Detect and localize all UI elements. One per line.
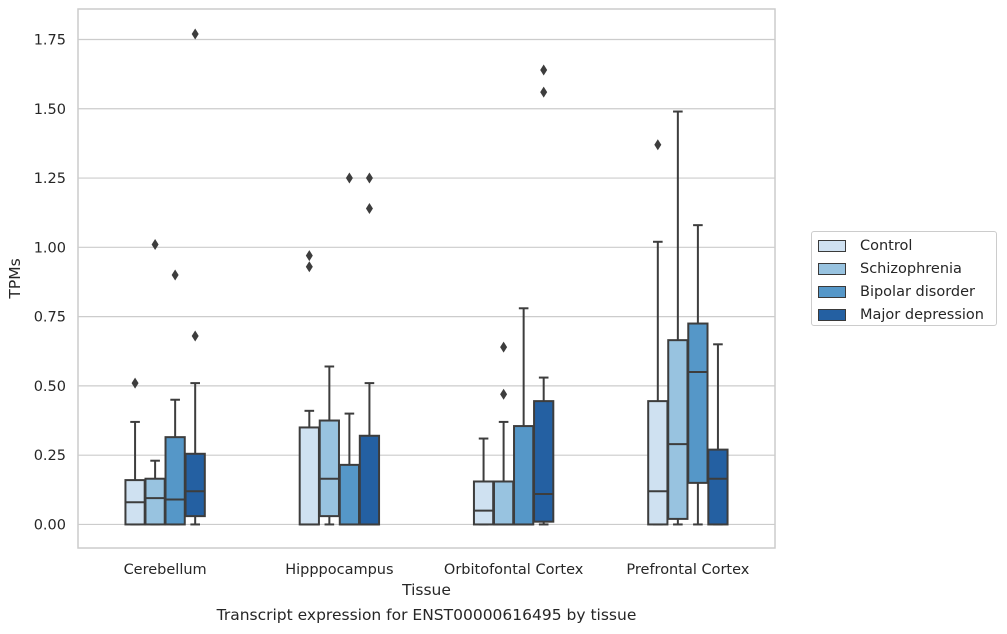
box-cerebellum-schizophrenia [144, 477, 166, 526]
outlier-hipppocampus-major-depression [365, 203, 373, 215]
legend-swatch-major-depression [818, 309, 846, 321]
legend-swatch-bipolar-disorder [818, 286, 846, 298]
x-tick-label-hipppocampus: Hipppocampus [285, 562, 393, 578]
legend-label-schizophrenia: Schizophrenia [860, 261, 962, 277]
outlier-cerebellum-major-depression [191, 330, 199, 342]
outlier-prefrontal-cortex-control [654, 139, 662, 151]
outlier-hipppocampus-bipolar-disorder [345, 172, 353, 184]
legend-label-bipolar-disorder: Bipolar disorder [860, 284, 975, 300]
outlier-cerebellum-schizophrenia [151, 239, 159, 251]
y-tick-label: 1.25 [34, 171, 66, 187]
outlier-orbitofontal-cortex-schizophrenia [500, 388, 508, 400]
outlier-cerebellum-major-depression [191, 28, 199, 40]
legend-swatch-schizophrenia [818, 263, 846, 275]
box-cerebellum-major-depression [184, 452, 206, 518]
legend-item-bipolar-disorder: Bipolar disorder [818, 282, 975, 302]
box-prefrontal-cortex-control [647, 400, 669, 526]
outlier-hipppocampus-control [305, 250, 313, 262]
chart-caption: Transcript expression for ENST0000061649… [216, 606, 637, 624]
outlier-orbitofontal-cortex-major-depression [540, 64, 548, 76]
y-tick-label: 1.50 [34, 102, 66, 118]
outlier-orbitofontal-cortex-schizophrenia [500, 341, 508, 353]
box-prefrontal-cortex-major-depression [707, 448, 729, 526]
legend-label-control: Control [860, 238, 913, 254]
box-orbitofontal-cortex-major-depression [533, 400, 555, 523]
box-orbitofontal-cortex-bipolar-disorder [513, 425, 535, 526]
legend: Control Schizophrenia Bipolar disorder M… [811, 231, 997, 326]
y-tick-label: 1.00 [34, 240, 66, 256]
legend-item-major-depression: Major depression [818, 305, 984, 325]
box-hipppocampus-major-depression [358, 434, 381, 526]
y-tick-label: 1.75 [34, 32, 66, 48]
x-tick-label-orbitofontal-cortex: Orbitofontal Cortex [444, 562, 584, 578]
y-tick-label: 0.75 [34, 310, 66, 326]
y-tick-label: 0.00 [34, 517, 66, 533]
x-tick-label-prefrontal-cortex: Prefrontal Cortex [626, 562, 749, 578]
outlier-hipppocampus-major-depression [365, 172, 373, 184]
box-hipppocampus-schizophrenia [318, 419, 340, 518]
box-orbitofontal-cortex-control [472, 480, 495, 526]
plot-frame [77, 8, 776, 549]
box-cerebellum-bipolar-disorder [164, 436, 186, 526]
x-axis-label: Tissue [401, 581, 451, 599]
box-prefrontal-cortex-bipolar-disorder [687, 322, 709, 484]
outlier-cerebellum-bipolar-disorder [171, 269, 179, 281]
legend-item-control: Control [818, 236, 912, 256]
outlier-cerebellum-control [131, 377, 139, 389]
box-orbitofontal-cortex-schizophrenia [492, 480, 515, 526]
y-axis-label: TPMs [6, 258, 24, 299]
box-prefrontal-cortex-schizophrenia [667, 339, 689, 520]
legend-label-major-depression: Major depression [860, 307, 984, 323]
y-tick-label: 0.50 [34, 379, 66, 395]
legend-item-schizophrenia: Schizophrenia [818, 259, 962, 279]
legend-swatch-control [818, 240, 846, 252]
y-tick-label: 0.25 [34, 448, 66, 464]
x-tick-label-cerebellum: Cerebellum [124, 562, 207, 578]
outlier-orbitofontal-cortex-major-depression [540, 86, 548, 98]
box-hipppocampus-bipolar-disorder [338, 463, 361, 526]
box-hipppocampus-control [298, 426, 320, 526]
outlier-hipppocampus-control [305, 261, 313, 273]
